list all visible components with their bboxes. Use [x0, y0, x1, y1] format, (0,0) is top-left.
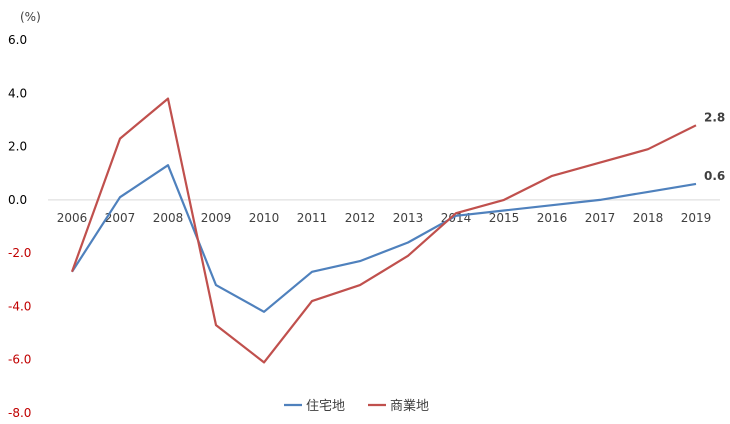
end-data-label: 2.8	[704, 110, 725, 124]
x-tick-label: 2006	[57, 211, 88, 225]
x-tick-label: 2018	[633, 211, 664, 225]
y-axis-unit-label: (%)	[20, 10, 41, 24]
y-tick-label: -2.0	[8, 246, 31, 260]
x-tick-label: 2019	[681, 211, 712, 225]
x-tick-label: 2011	[297, 211, 328, 225]
x-tick-label: 2013	[393, 211, 424, 225]
legend-label: 商業地	[390, 398, 429, 414]
y-tick-label: 0.0	[8, 193, 27, 207]
x-tick-label: 2016	[537, 211, 568, 225]
x-tick-label: 2009	[201, 211, 232, 225]
end-data-label: 0.6	[704, 169, 725, 183]
x-tick-label: 2008	[153, 211, 184, 225]
series-line-1	[71, 164, 697, 313]
y-axis-ticks: 6.0 4.0 2.0 0.0 -2.0 -4.0 -6.0 -8.0	[8, 33, 31, 420]
x-tick-label: 2007	[105, 211, 136, 225]
x-tick-label: 2015	[489, 211, 520, 225]
y-tick-label: -8.0	[8, 406, 31, 420]
y-tick-label: 4.0	[8, 86, 27, 100]
y-tick-label: 2.0	[8, 140, 27, 154]
series-lines	[70, 97, 697, 364]
x-axis: 2006 2007 2008 2009 2010 2011 2012 2013 2014 2015…	[48, 199, 720, 225]
end-labels: 0.6 2.8	[704, 110, 725, 183]
series-line-2	[70, 97, 697, 364]
legend-label: 住宅地	[306, 399, 345, 414]
y-tick-label: -4.0	[8, 299, 31, 313]
legend: 住宅地 商業地	[284, 398, 429, 414]
x-tick-label: 2010	[249, 211, 280, 225]
x-tick-label: 2017	[585, 211, 616, 225]
x-tick-label: 2012	[345, 211, 376, 225]
y-tick-label: 6.0	[8, 33, 27, 47]
y-tick-label: -6.0	[8, 353, 31, 367]
